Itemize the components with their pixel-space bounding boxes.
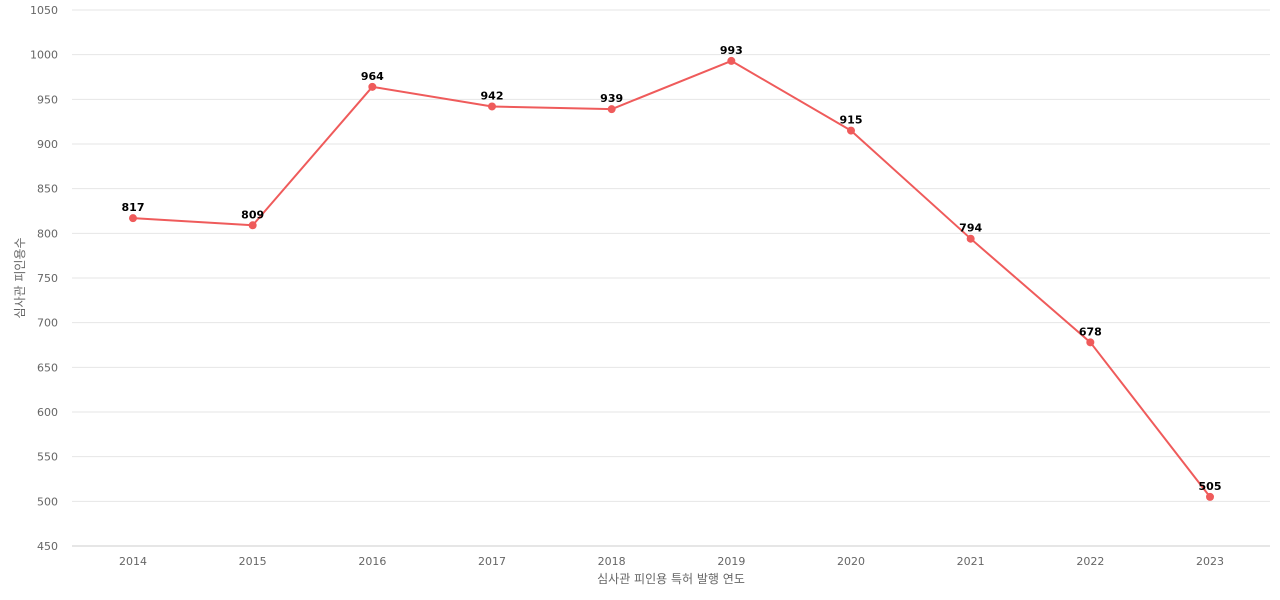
y-axis-title: 심사관 피인용수 <box>13 237 27 318</box>
x-tick-label: 2017 <box>478 555 506 568</box>
x-axis-ticks: 2014 2015 2016 2017 2018 2019 2020 2021 2022 2023 <box>119 555 1224 568</box>
y-axis-ticks: 450 500 550 600 650 700 750 800 850 900 950 1000 105… <box>30 4 58 553</box>
data-label: 809 <box>241 208 264 221</box>
series-line-path <box>132 59 1211 498</box>
data-point[interactable] <box>1086 338 1095 347</box>
data-point[interactable] <box>847 126 855 135</box>
x-axis-title: 심사관 피인용 특허 발행 연도 <box>597 571 745 586</box>
y-tick-label: 850 <box>37 183 58 196</box>
data-label: 939 <box>600 92 623 105</box>
x-tick-label: 2022 <box>1076 555 1104 568</box>
x-tick-label: 2016 <box>358 555 386 568</box>
x-tick-label: 2018 <box>598 555 626 568</box>
y-tick-label: 1050 <box>30 4 58 17</box>
data-label: 505 <box>1199 480 1222 493</box>
data-point[interactable] <box>488 102 496 111</box>
data-point[interactable] <box>607 105 616 114</box>
data-point[interactable] <box>129 214 137 223</box>
data-point[interactable] <box>368 82 377 91</box>
y-tick-label: 900 <box>37 138 58 151</box>
x-tick-label: 2021 <box>957 555 985 568</box>
data-label: 942 <box>481 89 504 102</box>
data-point[interactable] <box>1206 492 1214 501</box>
y-tick-label: 650 <box>37 361 58 374</box>
x-tick-label: 2023 <box>1196 555 1224 568</box>
y-tick-label: 800 <box>37 227 58 240</box>
data-label: 678 <box>1079 325 1102 338</box>
data-label: 794 <box>959 222 982 235</box>
y-tick-label: 1000 <box>30 49 58 62</box>
y-tick-label: 450 <box>37 540 58 553</box>
data-label: 993 <box>720 44 743 57</box>
data-label: 964 <box>361 70 384 83</box>
x-tick-label: 2015 <box>239 555 267 568</box>
data-point[interactable] <box>248 221 257 230</box>
x-tick-label: 2019 <box>717 555 745 568</box>
y-tick-label: 500 <box>37 495 58 508</box>
gridlines <box>72 9 1270 547</box>
y-tick-label: 600 <box>37 406 58 419</box>
data-point[interactable] <box>966 234 975 243</box>
data-label: 817 <box>122 201 145 214</box>
y-tick-label: 750 <box>37 272 58 285</box>
data-points <box>129 56 1214 501</box>
y-tick-label: 700 <box>37 317 58 330</box>
data-labels: 817 809 964 942 939 993 915 794 678 505 <box>122 44 1222 493</box>
x-tick-label: 2020 <box>837 555 865 568</box>
data-point[interactable] <box>727 56 736 65</box>
x-tick-label: 2014 <box>119 555 147 568</box>
series-line <box>132 59 1211 498</box>
data-label: 915 <box>840 114 863 127</box>
y-tick-label: 550 <box>37 451 58 464</box>
y-tick-label: 950 <box>37 93 58 106</box>
